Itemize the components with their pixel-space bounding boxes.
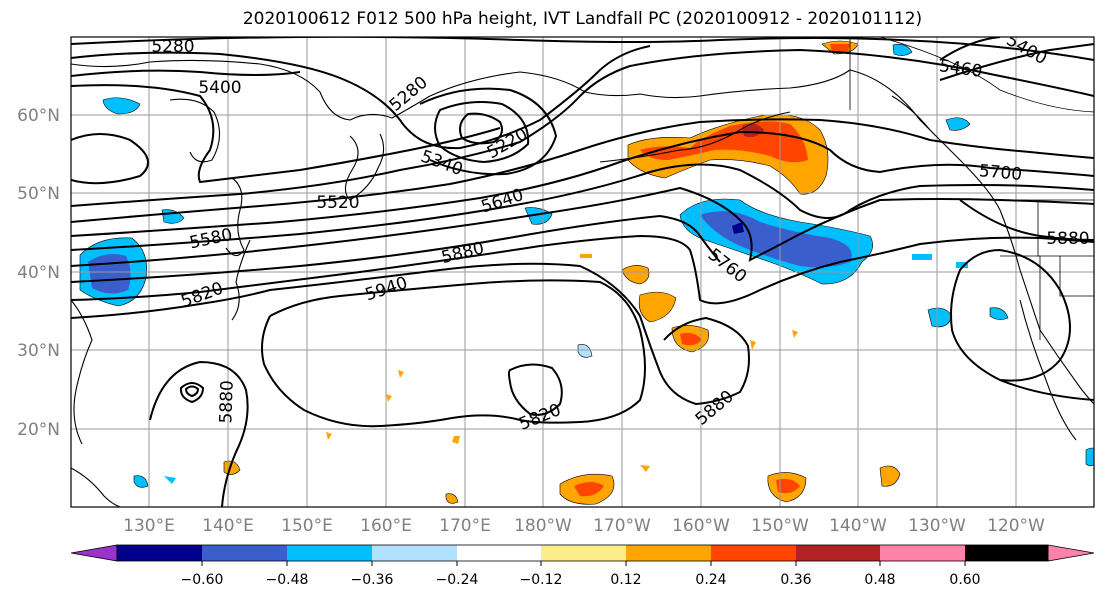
colorbar-swatch (541, 545, 626, 561)
colorbar-swatch (372, 545, 457, 561)
lon-label: 130°E (123, 516, 175, 536)
political-borders (849, 37, 1094, 340)
colorbar-swatch (117, 545, 202, 561)
lon-label: 170°W (593, 516, 651, 536)
lat-label-20n: 20°N (17, 420, 60, 440)
lon-label: 170°E (439, 516, 491, 536)
colorbar-tick-label: −0.24 (436, 572, 479, 588)
colorbar-swatch (626, 545, 711, 561)
colorbar-swatch (711, 545, 796, 561)
lat-label-30n: 30°N (17, 341, 60, 361)
contour-label: 5280 (151, 37, 194, 57)
colorbar-tick-label: 0.24 (695, 572, 726, 588)
height-contours (71, 37, 1094, 507)
colorbar-swatch (796, 545, 880, 561)
lon-label: 130°W (908, 516, 966, 536)
colorbar-outline (116, 544, 1049, 562)
colorbar-swatch (965, 545, 1048, 561)
lat-label-60n: 60°N (17, 106, 60, 126)
lon-label: 160°W (672, 516, 730, 536)
map-frame (70, 36, 1095, 508)
colorbar-tick-label: −0.60 (181, 572, 224, 588)
colorbar-swatch (880, 545, 965, 561)
contour-label: 5520 (316, 193, 359, 213)
lon-label: 150°E (281, 516, 333, 536)
colorbar-tick-label: −0.12 (520, 572, 563, 588)
colorbar: −0.60 −0.48 −0.36 −0.24 −0.12 0.12 0.24 … (70, 544, 1095, 588)
contour-label: 5400 (198, 78, 241, 98)
lon-label: 180°W (514, 516, 572, 536)
colorbar-swatch (457, 545, 541, 561)
colorbar-tick-label: 0.12 (610, 572, 641, 588)
colorbar-extend-right (1047, 544, 1095, 562)
lon-label: 160°E (360, 516, 412, 536)
contour-label: 5700 (978, 161, 1023, 185)
colorbar-extend-left (70, 544, 118, 562)
colorbar-tick-label: 0.36 (780, 572, 811, 588)
lon-label: 150°W (751, 516, 809, 536)
colorbar-swatch (287, 545, 372, 561)
map-title: 2020100612 F012 500 hPa height, IVT Land… (242, 9, 923, 29)
colorbar-tick-label: 0.48 (864, 572, 895, 588)
contour-label: 5880 (216, 380, 237, 424)
lon-label: 140°E (202, 516, 254, 536)
lat-label-50n: 50°N (17, 184, 60, 204)
colorbar-tick-label: 0.60 (949, 572, 980, 588)
latitude-labels: 60°N 50°N 40°N 30°N 20°N (17, 106, 60, 440)
colorbar-swatch (202, 545, 287, 561)
colorbar-tick-label: −0.36 (351, 572, 394, 588)
lon-label: 120°W (987, 516, 1045, 536)
colorbar-tick-label: −0.48 (266, 572, 309, 588)
lat-label-40n: 40°N (17, 263, 60, 283)
longitude-labels: 130°E 140°E 150°E 160°E 170°E 180°W 170°… (123, 516, 1045, 536)
contour-label: 5880 (1046, 229, 1089, 249)
lon-label: 140°W (829, 516, 887, 536)
